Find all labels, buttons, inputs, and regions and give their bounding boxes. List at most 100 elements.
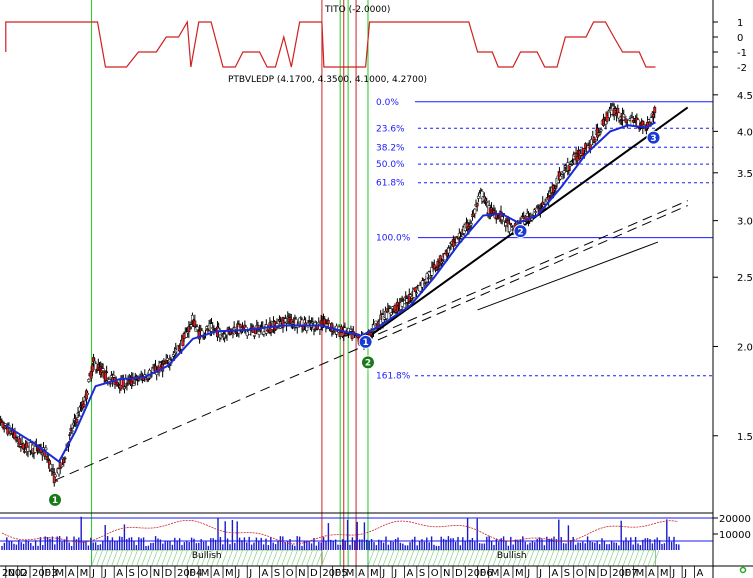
candle-body	[649, 117, 653, 123]
candle-body	[598, 133, 602, 135]
candle-body	[53, 474, 57, 478]
x-tick-label: M	[636, 568, 645, 578]
y-tick-label: 4.0	[737, 127, 753, 138]
x-tick-label: D	[455, 568, 463, 578]
band-hatch	[607, 549, 615, 567]
band-hatch	[236, 549, 243, 567]
candle-body	[426, 277, 430, 280]
candle-body	[374, 320, 378, 324]
candle-body	[137, 378, 141, 381]
band-hatch	[392, 549, 400, 567]
band-hatch	[387, 549, 395, 567]
band-hatch	[296, 549, 303, 567]
y-tick-label: 2.0	[737, 342, 753, 353]
candle-body	[165, 357, 169, 361]
candle-body	[75, 419, 79, 423]
band-hatch	[517, 549, 525, 567]
x-tick-label: M	[491, 568, 500, 578]
band-hatch	[547, 549, 555, 567]
x-tick-label: A	[116, 568, 123, 578]
x-tick-label: S	[419, 568, 425, 578]
x-tick-label: F	[335, 568, 341, 578]
y-tick-label: 1.5	[737, 432, 753, 443]
candle-body	[70, 430, 74, 432]
band-hatch	[301, 549, 308, 567]
candle-body	[86, 392, 90, 395]
band-hatch	[557, 549, 565, 567]
band-hatch	[577, 549, 585, 567]
band-hatch	[241, 549, 248, 567]
candle-body	[476, 195, 480, 199]
candle-body	[612, 108, 616, 115]
band-hatch	[482, 549, 490, 567]
candle-body	[90, 364, 94, 372]
band-hatch	[527, 549, 535, 567]
band-hatch	[261, 549, 268, 567]
candle-body	[422, 279, 426, 281]
x-tick-label: N	[443, 568, 450, 578]
candle-body	[3, 423, 7, 426]
band-hatch	[111, 549, 118, 567]
band-hatch	[281, 549, 288, 567]
candle-body	[68, 434, 72, 436]
candle-body	[522, 216, 526, 219]
marker-label: 2	[517, 227, 523, 237]
candle-body	[469, 223, 473, 226]
y-tick-label: 2.5	[737, 273, 753, 284]
candle-body	[317, 322, 321, 325]
band-hatch	[156, 549, 163, 567]
fib-level-label: 0.0%	[376, 98, 399, 108]
candle-body	[108, 382, 112, 385]
band-hatch	[542, 549, 550, 567]
band-hatch	[502, 549, 510, 567]
candle-body	[473, 208, 477, 214]
candle-body	[93, 360, 97, 363]
candle-body	[485, 201, 489, 203]
candle-body	[409, 294, 412, 297]
x-tick-label: A	[648, 568, 655, 578]
marker-label: 1	[52, 496, 58, 506]
candle-body	[189, 324, 193, 328]
x-tick-label: M	[515, 568, 524, 578]
tito-tick-label: 0	[737, 33, 743, 44]
candle-body	[123, 386, 126, 389]
candle-body	[437, 265, 441, 267]
x-tick-label: O	[431, 568, 439, 578]
candle-body	[44, 447, 48, 451]
band-hatch	[432, 549, 440, 567]
band-hatch	[377, 549, 385, 567]
x-tick-label: M	[346, 568, 355, 578]
bullish-label: Bullish	[497, 551, 527, 561]
band-hatch	[136, 549, 143, 567]
candle-body	[2, 427, 6, 430]
band-hatch	[181, 549, 188, 567]
candle-body	[593, 138, 597, 142]
band-hatch	[467, 549, 475, 567]
x-tick-label: A	[262, 568, 269, 578]
candle-body	[599, 129, 603, 132]
candle-body	[22, 451, 26, 453]
status-dot-icon	[739, 566, 747, 574]
fib-level-label: 100.0%	[376, 234, 411, 244]
x-tick-label: D	[600, 568, 608, 578]
candle-body	[529, 215, 533, 217]
x-tick-label: J	[381, 568, 385, 578]
band-hatch	[612, 549, 620, 567]
band-hatch	[211, 549, 218, 567]
x-tick-label: F	[625, 568, 631, 578]
band-hatch	[587, 549, 595, 567]
band-hatch	[161, 549, 168, 567]
ohlc-label: PTBVLEDP (4.1700, 4.3500, 4.1000, 4.2700…	[228, 75, 427, 85]
band-hatch	[311, 549, 318, 567]
candle-body	[385, 312, 389, 320]
marker-label: 1	[362, 338, 368, 348]
band-hatch	[291, 549, 298, 567]
tito-tick-label: -1	[737, 48, 747, 59]
candle-body	[326, 320, 330, 324]
band-hatch	[437, 549, 445, 567]
band-hatch	[256, 549, 263, 567]
x-tick-label: A	[358, 568, 365, 578]
band-hatch	[477, 549, 485, 567]
